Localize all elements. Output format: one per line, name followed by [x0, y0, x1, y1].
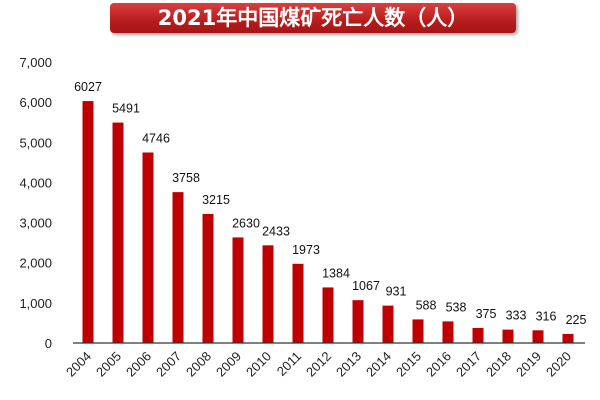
data-label: 2630: [232, 216, 260, 230]
x-tick-label: 2012: [303, 349, 334, 380]
data-label: 5491: [112, 102, 140, 116]
data-label: 6027: [74, 80, 102, 94]
x-tick-label: 2017: [453, 349, 484, 380]
bar: [532, 330, 544, 343]
x-tick-label: 2016: [423, 349, 454, 380]
bar: [292, 263, 304, 343]
x-tick-label: 2020: [543, 349, 574, 380]
x-tick-label: 2005: [93, 349, 124, 380]
y-tick-label: 5,000: [19, 135, 52, 150]
bar: [112, 122, 124, 344]
y-tick-label: 4,000: [19, 175, 52, 190]
y-tick-label: 2,000: [19, 256, 52, 271]
bar: [502, 329, 514, 343]
data-label: 1384: [322, 266, 350, 280]
data-label: 225: [566, 313, 587, 327]
chart-title: 2021年中国煤矿死亡人数（人）: [110, 3, 516, 33]
bar: [142, 152, 154, 343]
data-label: 931: [386, 285, 407, 299]
y-tick-label: 1,000: [19, 296, 52, 311]
x-tick-label: 2019: [513, 349, 544, 380]
data-label: 3215: [202, 193, 230, 207]
x-tick-label: 2010: [243, 349, 274, 380]
x-tick-label: 2018: [483, 349, 514, 380]
bar: [262, 245, 274, 343]
data-label: 588: [416, 298, 437, 312]
x-tick-label: 2015: [393, 349, 424, 380]
bar: [232, 237, 244, 343]
x-tick-label: 2004: [63, 349, 94, 380]
y-tick-label: 6,000: [19, 95, 52, 110]
bar: [172, 192, 184, 343]
x-tick-label: 2013: [333, 349, 364, 380]
bar: [352, 300, 364, 343]
data-label: 4746: [142, 131, 170, 145]
data-label: 1973: [292, 243, 320, 257]
bar: [442, 321, 454, 343]
data-label: 1067: [352, 279, 380, 293]
y-tick-label: 3,000: [19, 216, 52, 231]
data-label: 538: [446, 300, 467, 314]
bar: [202, 213, 214, 343]
x-tick-label: 2007: [153, 349, 184, 380]
x-tick-label: 2008: [183, 349, 214, 380]
data-label: 316: [536, 309, 557, 323]
bar: [562, 333, 574, 343]
data-label: 333: [506, 309, 527, 323]
data-label: 2433: [262, 224, 290, 238]
x-tick-label: 2009: [213, 349, 244, 380]
bar: [412, 319, 424, 343]
data-label: 3758: [172, 171, 200, 185]
bar: [322, 287, 334, 343]
bar: [472, 327, 484, 343]
bar: [82, 101, 94, 344]
x-tick-label: 2014: [363, 349, 394, 380]
x-tick-label: 2006: [123, 349, 154, 380]
x-tick-label: 2011: [274, 349, 304, 379]
data-label: 375: [476, 307, 497, 321]
bar: [382, 305, 394, 343]
y-tick-label: 0: [45, 336, 52, 351]
y-tick-label: 7,000: [19, 55, 52, 70]
